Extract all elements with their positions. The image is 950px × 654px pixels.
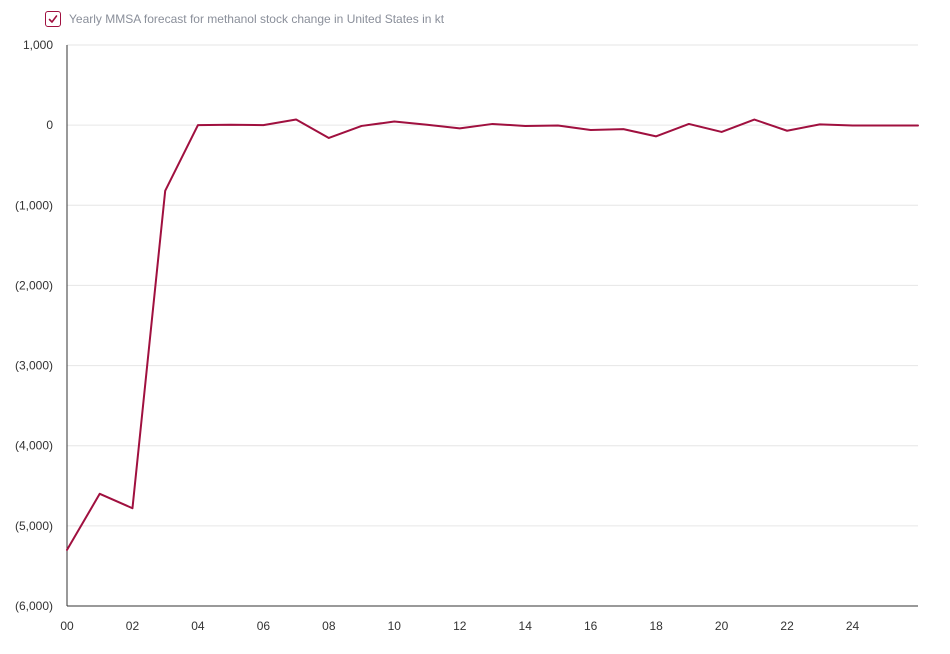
x-tick-label: 24: [846, 619, 860, 633]
legend[interactable]: Yearly MMSA forecast for methanol stock …: [45, 11, 444, 27]
x-tick-label: 20: [715, 619, 729, 633]
x-tick-label: 00: [60, 619, 74, 633]
y-tick-label: (6,000): [15, 599, 53, 613]
x-tick-label: 06: [257, 619, 271, 633]
y-tick-label: 0: [46, 118, 53, 132]
y-axis: 1,000 0 (1,000) (2,000) (3,000) (4,000) (5,000…: [15, 38, 68, 613]
y-tick-label: (3,000): [15, 359, 53, 373]
y-tick-label: (2,000): [15, 278, 53, 292]
series-layer: [66, 118, 919, 551]
x-tick-label: 16: [584, 619, 598, 633]
legend-label: Yearly MMSA forecast for methanol stock …: [69, 12, 445, 26]
x-tick-label: 22: [780, 619, 794, 633]
series-line-0[interactable]: [66, 118, 919, 551]
x-tick-label: 02: [126, 619, 140, 633]
y-tick-label: 1,000: [23, 38, 53, 52]
x-tick-label: 14: [519, 619, 533, 633]
y-tick-label: (4,000): [15, 439, 53, 453]
x-tick-label: 08: [322, 619, 336, 633]
y-tick-label: (5,000): [15, 519, 53, 533]
y-tick-label: (1,000): [15, 198, 53, 212]
x-tick-label: 04: [191, 619, 205, 633]
grid-lines: [67, 44, 918, 527]
legend-checkbox[interactable]: [45, 11, 61, 27]
checkmark-icon: [48, 15, 58, 23]
x-tick-label: 12: [453, 619, 467, 633]
x-tick-label: 10: [388, 619, 402, 633]
x-axis: 00 02 04 06 08 10 12 14 16 18 20 22 24: [60, 605, 918, 633]
x-tick-label: 18: [649, 619, 663, 633]
